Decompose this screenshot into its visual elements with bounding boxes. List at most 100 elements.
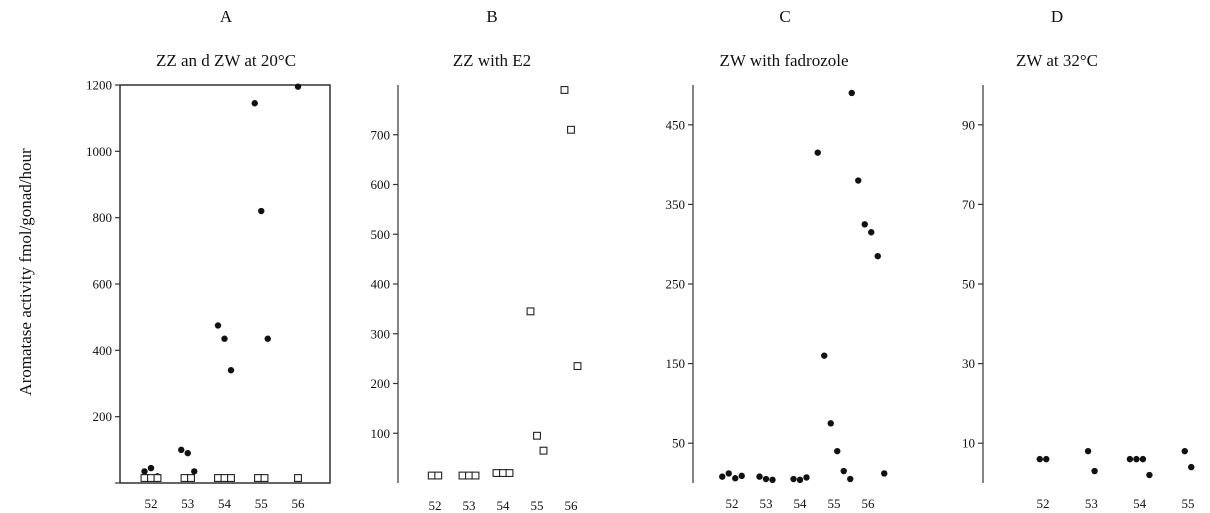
panel-c-point [725, 470, 732, 477]
panel-a-y-tick-label: 200 [93, 409, 113, 424]
panel-c-point [796, 476, 804, 484]
panel-d-y-tick-label: 50 [962, 277, 975, 292]
panel-b-point [526, 307, 535, 316]
panel-d-point [1036, 455, 1043, 463]
panel-b-y-tick-label: 700 [371, 127, 391, 142]
panel-d-point [1084, 447, 1092, 455]
panel-b-x-tick-label: 53 [463, 498, 476, 513]
panel-a-x-tick-label: 53 [181, 496, 194, 511]
panel-a-point [178, 446, 185, 454]
panel-a-point [214, 322, 222, 329]
panel-b-title: ZZ with E2 [453, 51, 531, 70]
panel-c-point [756, 473, 763, 480]
panel-b-point [567, 125, 575, 134]
panel-b-x-tick-label: 52 [429, 498, 442, 513]
panel-a-point [227, 474, 235, 482]
panel-c-x-tick-label: 56 [862, 496, 876, 511]
panel-b-letter: B [486, 7, 497, 26]
panel-b-point [492, 469, 501, 477]
panel-b-y-tick-label: 400 [371, 277, 391, 292]
panel-c-x-tick-label: 53 [760, 496, 773, 511]
panel-c-x-tick-label: 54 [794, 496, 808, 511]
panel-a-y-tick-label: 800 [93, 210, 113, 225]
panel-d-point [1146, 471, 1153, 479]
panel-b-point [505, 469, 514, 477]
panel-b-point [465, 471, 473, 480]
panel-c-point [847, 475, 854, 483]
panel-a-point [140, 474, 149, 482]
panel-a-frame [119, 84, 331, 484]
panel-d-point [1188, 463, 1195, 471]
panel-a-letter: A [220, 7, 233, 26]
panel-d-point [1091, 467, 1098, 475]
panel-a-point [214, 474, 222, 482]
panel-c-point [868, 229, 875, 236]
panel-b-point [458, 471, 467, 480]
panel-c-point [848, 89, 855, 97]
panel-d-point [1139, 455, 1147, 463]
panel-b-y-tick-label: 300 [371, 326, 391, 341]
panel-a-point [294, 474, 302, 482]
panel-a-point [187, 474, 195, 482]
panel-a-point [264, 335, 271, 342]
panel-c-point [840, 467, 847, 475]
panel-b-point [573, 362, 582, 371]
panel-a-point [191, 468, 198, 475]
panel-a-x-tick-label: 56 [292, 496, 306, 511]
panel-a-y-tick-label: 1000 [86, 144, 112, 159]
panel-d-x-tick-label: 55 [1182, 496, 1195, 511]
panel-d-title: ZW at 32°C [1016, 51, 1098, 70]
panel-a-point [294, 83, 302, 90]
panel-c-y-tick-label: 50 [672, 436, 685, 451]
panel-b-point [434, 471, 443, 480]
panel-c-point [738, 472, 745, 480]
panel-c-point [881, 470, 888, 477]
panel-c-y-tick-label: 450 [666, 117, 686, 132]
panel-c-point [874, 252, 881, 260]
panel-c-y-tick-label: 150 [666, 356, 686, 371]
panel-a-x-tick-label: 52 [145, 496, 158, 511]
panel-b-point [471, 471, 480, 480]
panel-c-point [855, 177, 862, 184]
panel-a-point [153, 474, 162, 482]
panel-c-point [732, 475, 739, 482]
panel-a-point [258, 207, 265, 215]
panel-a-point [180, 474, 189, 482]
panel-d-y-tick-label: 30 [962, 356, 975, 371]
panel-a-point [147, 474, 155, 482]
panel-a-point [254, 474, 262, 482]
panel-b-y-tick-label: 500 [371, 227, 391, 242]
panel-d-y-tick-label: 10 [962, 436, 975, 451]
panel-c-x-tick-label: 52 [726, 496, 739, 511]
panel-b-point [499, 469, 507, 477]
panel-a-point [251, 100, 258, 107]
panel-b-y-tick-label: 200 [371, 376, 391, 391]
panel-c-x-tick-label: 55 [828, 496, 841, 511]
panel-a-point [260, 474, 269, 482]
panel-a-x-tick-label: 54 [218, 496, 232, 511]
panel-b-point [560, 86, 569, 94]
panel-a-point [220, 474, 229, 482]
panel-c-point [821, 352, 828, 359]
panel-c-point [769, 476, 776, 484]
panel-a-point [184, 449, 191, 457]
panel-a-y-tick-label: 600 [93, 277, 113, 292]
panel-c-point [719, 473, 726, 480]
y-axis-label: Aromatase activity fmol/gonad/hour [16, 148, 35, 396]
panel-b-x-tick-label: 55 [531, 498, 544, 513]
panel-d-x-tick-label: 52 [1037, 496, 1050, 511]
panel-b-point [427, 471, 436, 480]
panel-a-title: ZZ an d ZW at 20°C [156, 51, 296, 70]
panel-a-point [147, 464, 155, 472]
panel-c-point [803, 474, 810, 481]
panel-c-point [814, 149, 821, 156]
panel-c-y-tick-label: 250 [666, 277, 686, 292]
panel-b-x-tick-label: 54 [497, 498, 511, 513]
panel-a-point [141, 468, 148, 475]
panel-c-point [827, 420, 834, 427]
panel-d-x-tick-label: 53 [1085, 496, 1098, 511]
panel-b-y-tick-label: 100 [371, 426, 391, 441]
panel-a-x-tick-label: 55 [255, 496, 268, 511]
panel-a-point [221, 335, 228, 342]
